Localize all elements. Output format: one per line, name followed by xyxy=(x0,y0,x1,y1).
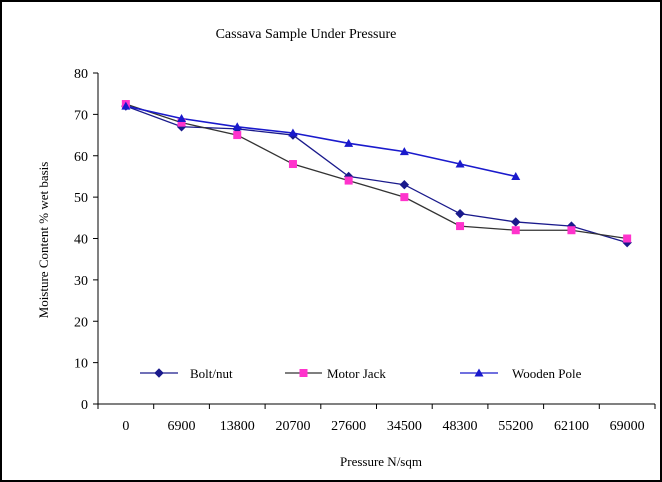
x-tick-label: 6900 xyxy=(168,419,196,434)
data-point xyxy=(288,128,298,137)
legend-label: Bolt/nut xyxy=(190,366,233,381)
y-tick-label: 50 xyxy=(74,191,88,206)
series-line-bolt-nut xyxy=(125,105,628,244)
data-point xyxy=(455,159,465,168)
data-point xyxy=(344,138,354,147)
legend-marker xyxy=(299,369,308,377)
data-point xyxy=(177,118,186,127)
y-tick-label: 70 xyxy=(74,108,88,123)
data-point xyxy=(121,101,131,110)
data-point xyxy=(511,226,520,235)
legend: Bolt/nut Motor Jack Wooden Pole xyxy=(140,366,582,381)
x-tick-label: 0 xyxy=(122,419,129,434)
x-tick-label: 20700 xyxy=(275,419,310,434)
legend-label: Motor Jack xyxy=(327,366,386,381)
x-tick-label: 13800 xyxy=(220,419,255,434)
data-point xyxy=(288,160,297,169)
y-tick-label: 60 xyxy=(74,150,88,165)
x-tick-label: 34500 xyxy=(387,419,422,434)
data-point xyxy=(399,147,409,156)
x-tick-label: 69000 xyxy=(610,419,645,434)
data-point xyxy=(623,234,632,243)
y-tick-label: 20 xyxy=(74,315,88,330)
data-point xyxy=(511,217,521,227)
chart-title: Cassava Sample Under Pressure xyxy=(216,27,397,42)
axes: 0 10 20 30 40 50 60 70 80 0 6900 13800 20700 27600 345… xyxy=(74,67,656,434)
data-point xyxy=(400,193,409,202)
y-tick-label: 40 xyxy=(74,233,88,248)
legend-label: Wooden Pole xyxy=(512,366,582,381)
data-point xyxy=(399,180,410,190)
series-line-wooden-pole xyxy=(125,105,516,178)
x-tick-label: 48300 xyxy=(443,419,478,434)
series-layer xyxy=(121,100,632,248)
x-tick-label: 62100 xyxy=(554,419,589,434)
y-tick-label: 80 xyxy=(74,67,88,82)
data-point xyxy=(177,114,187,123)
y-tick-label: 0 xyxy=(81,398,88,413)
data-point xyxy=(344,176,353,185)
data-point xyxy=(511,171,521,180)
y-axis-label: Moisture Content % wet basis xyxy=(36,162,51,319)
x-tick-label: 27600 xyxy=(331,419,366,434)
legend-marker xyxy=(154,368,164,378)
data-point xyxy=(233,131,242,140)
legend-marker xyxy=(474,368,484,377)
x-tick-label: 55200 xyxy=(498,419,533,434)
series-line-motor-jack xyxy=(125,103,628,240)
data-point xyxy=(567,226,576,235)
data-point xyxy=(456,222,465,231)
y-tick-label: 30 xyxy=(74,274,88,289)
y-tick-label: 10 xyxy=(74,357,88,372)
data-point xyxy=(232,122,242,131)
x-axis-label: Pressure N/sqm xyxy=(340,454,422,469)
data-point xyxy=(455,208,465,219)
